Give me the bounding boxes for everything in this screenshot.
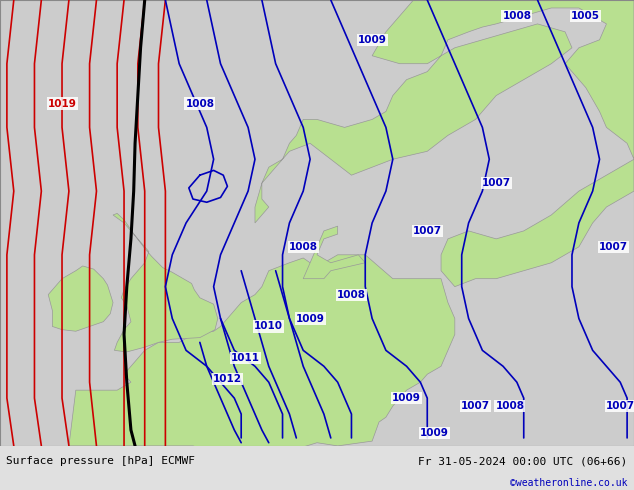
Text: 1010: 1010 <box>254 321 283 331</box>
Text: 1019: 1019 <box>48 98 77 108</box>
Polygon shape <box>441 159 634 287</box>
Text: 1011: 1011 <box>231 353 260 363</box>
Text: ©weatheronline.co.uk: ©weatheronline.co.uk <box>510 478 628 489</box>
Polygon shape <box>255 0 634 223</box>
Polygon shape <box>69 255 455 460</box>
Text: 1009: 1009 <box>295 314 325 323</box>
Text: 1007: 1007 <box>461 401 490 411</box>
Text: 1008: 1008 <box>185 98 214 108</box>
Text: 1005: 1005 <box>571 11 600 21</box>
Text: 1007: 1007 <box>598 242 628 252</box>
Text: 1007: 1007 <box>482 178 511 188</box>
Text: 1008: 1008 <box>288 242 318 252</box>
Text: 1008: 1008 <box>502 11 531 21</box>
Text: 1008: 1008 <box>337 290 366 299</box>
Text: Surface pressure [hPa] ECMWF: Surface pressure [hPa] ECMWF <box>6 456 195 466</box>
Text: 1007: 1007 <box>413 226 442 236</box>
Text: 1012: 1012 <box>213 374 242 384</box>
Polygon shape <box>303 226 365 279</box>
Polygon shape <box>113 214 217 352</box>
Text: 1008: 1008 <box>495 401 524 411</box>
Text: 1009: 1009 <box>358 35 387 45</box>
Text: 1009: 1009 <box>420 428 449 438</box>
Text: 1009: 1009 <box>392 393 421 403</box>
Text: Fr 31-05-2024 00:00 UTC (06+66): Fr 31-05-2024 00:00 UTC (06+66) <box>418 456 628 466</box>
Polygon shape <box>48 266 113 331</box>
Text: 1007: 1007 <box>605 401 634 411</box>
